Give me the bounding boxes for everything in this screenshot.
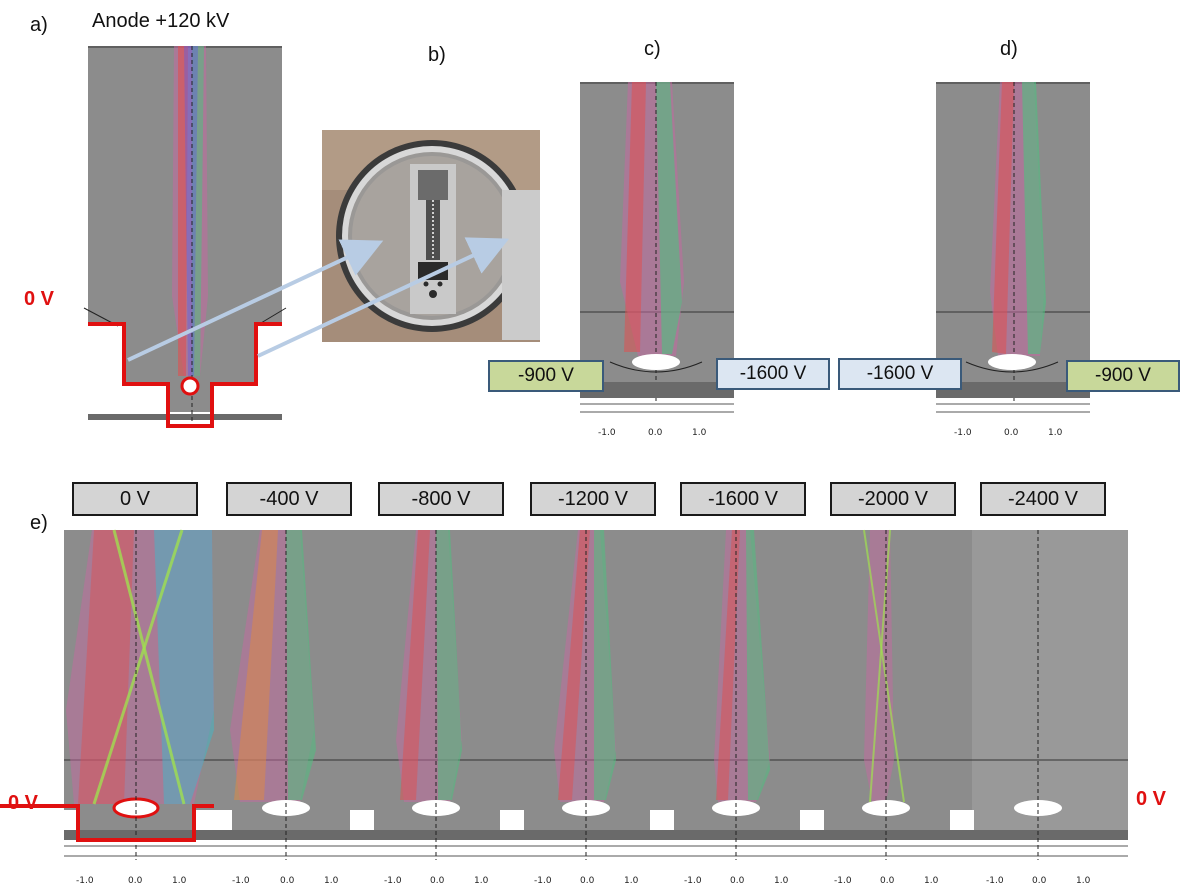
panel-e-tick-5b: 0.0 <box>730 876 745 886</box>
panel-c-tick-3: 1.0 <box>692 428 707 438</box>
panel-a-ground-label: 0 V <box>24 288 55 310</box>
panel-c-letter: c) <box>644 38 661 60</box>
panel-e-tick-1c: 1.0 <box>172 876 187 886</box>
panel-e-tick-4a: -1.0 <box>534 876 552 886</box>
panel-e-tick-3a: -1.0 <box>384 876 402 886</box>
beam-800v <box>396 530 462 802</box>
beam-400v <box>230 530 316 802</box>
beam-0v <box>66 529 214 805</box>
panel-d-left-voltage: -1600 V <box>838 358 962 390</box>
panel-e-ground-left: 0 V <box>8 792 39 814</box>
panel-e-tick-4c: 1.0 <box>624 876 639 886</box>
panel-e-tick-5c: 1.0 <box>774 876 789 886</box>
panel-e-tick-5a: -1.0 <box>684 876 702 886</box>
panel-d-letter: d) <box>1000 38 1018 60</box>
panel-c-right-voltage: -1600 V <box>716 358 830 390</box>
panel-e-tick-7c: 1.0 <box>1076 876 1091 886</box>
panel-e-tick-2b: 0.0 <box>280 876 295 886</box>
anode-label: Anode +120 kV <box>92 10 230 32</box>
panel-a-simulation <box>83 46 287 428</box>
panel-e-voltage-7: -2400 V <box>980 482 1106 516</box>
panel-c-left-voltage: -900 V <box>488 360 604 392</box>
panel-d-tick-3: 1.0 <box>1048 428 1063 438</box>
panel-e-ground-right: 0 V <box>1136 788 1167 810</box>
panel-e-voltage-1: 0 V <box>72 482 198 516</box>
panel-c-tick-2: 0.0 <box>648 428 663 438</box>
panel-b-letter: b) <box>428 44 446 66</box>
panel-a-letter: a) <box>30 14 48 36</box>
panel-e-tick-6b: 0.0 <box>880 876 895 886</box>
panel-e-tick-2a: -1.0 <box>232 876 250 886</box>
panel-b-photo <box>322 130 540 342</box>
panel-e-tick-1b: 0.0 <box>128 876 143 886</box>
panel-e-tick-4b: 0.0 <box>580 876 595 886</box>
beam-1600v <box>714 530 770 802</box>
panel-e-simulation <box>0 529 1128 870</box>
panel-d-tick-1: -1.0 <box>954 428 972 438</box>
panel-d-simulation <box>936 82 1090 432</box>
panel-d-right-voltage: -900 V <box>1066 360 1180 392</box>
panel-e-tick-1a: -1.0 <box>76 876 94 886</box>
panel-e-tick-7b: 0.0 <box>1032 876 1047 886</box>
panel-e-voltage-3: -800 V <box>378 482 504 516</box>
panel-c-tick-1: -1.0 <box>598 428 616 438</box>
panel-e-tick-2c: 1.0 <box>324 876 339 886</box>
panel-c-simulation <box>580 82 734 432</box>
beam-1200v <box>554 530 616 802</box>
panel-e-tick-6c: 1.0 <box>924 876 939 886</box>
panel-e-tick-6a: -1.0 <box>834 876 852 886</box>
panel-e-tick-7a: -1.0 <box>986 876 1004 886</box>
panel-e-voltage-6: -2000 V <box>830 482 956 516</box>
panel-e-tick-3b: 0.0 <box>430 876 445 886</box>
panel-e-letter: e) <box>30 512 48 534</box>
panel-d-tick-2: 0.0 <box>1004 428 1019 438</box>
panel-e-voltage-5: -1600 V <box>680 482 806 516</box>
panel-e-voltage-4: -1200 V <box>530 482 656 516</box>
panel-e-tick-3c: 1.0 <box>474 876 489 886</box>
panel-e-voltage-2: -400 V <box>226 482 352 516</box>
